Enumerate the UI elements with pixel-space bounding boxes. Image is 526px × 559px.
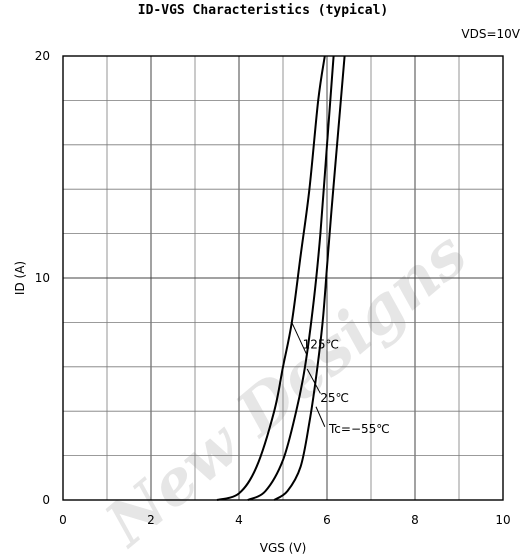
chart-title: ID-VGS Characteristics (typical) [137, 3, 389, 18]
x-tick-label: 0 [59, 513, 67, 527]
annotation-leader [315, 406, 326, 427]
series-line-2 [247, 55, 335, 501]
x-tick-label: 6 [323, 513, 331, 527]
x-tick-label: 4 [235, 513, 243, 527]
x-tick-label: 10 [495, 513, 510, 527]
y-tick-label: 10 [35, 271, 50, 285]
watermark-text: New Designs [90, 217, 480, 559]
y-tick-label: 0 [42, 493, 50, 507]
x-tick-label: 8 [411, 513, 419, 527]
x-tick-label: 2 [147, 513, 155, 527]
plot-frame [62, 55, 504, 501]
series-line-1 [216, 55, 326, 501]
curve-label: Tc=−55℃ [328, 422, 390, 436]
series-line-3 [273, 55, 346, 501]
curve-label: 125℃ [303, 338, 339, 352]
y-tick-label: 20 [35, 49, 50, 63]
annotation-leader [291, 322, 308, 356]
y-axis-title: ID (A) [13, 261, 27, 295]
condition-label: VDS=10V [461, 27, 520, 41]
x-axis-title: VGS (V) [260, 541, 307, 555]
curve-label: 25℃ [320, 391, 349, 405]
annotation-leader [306, 368, 321, 394]
